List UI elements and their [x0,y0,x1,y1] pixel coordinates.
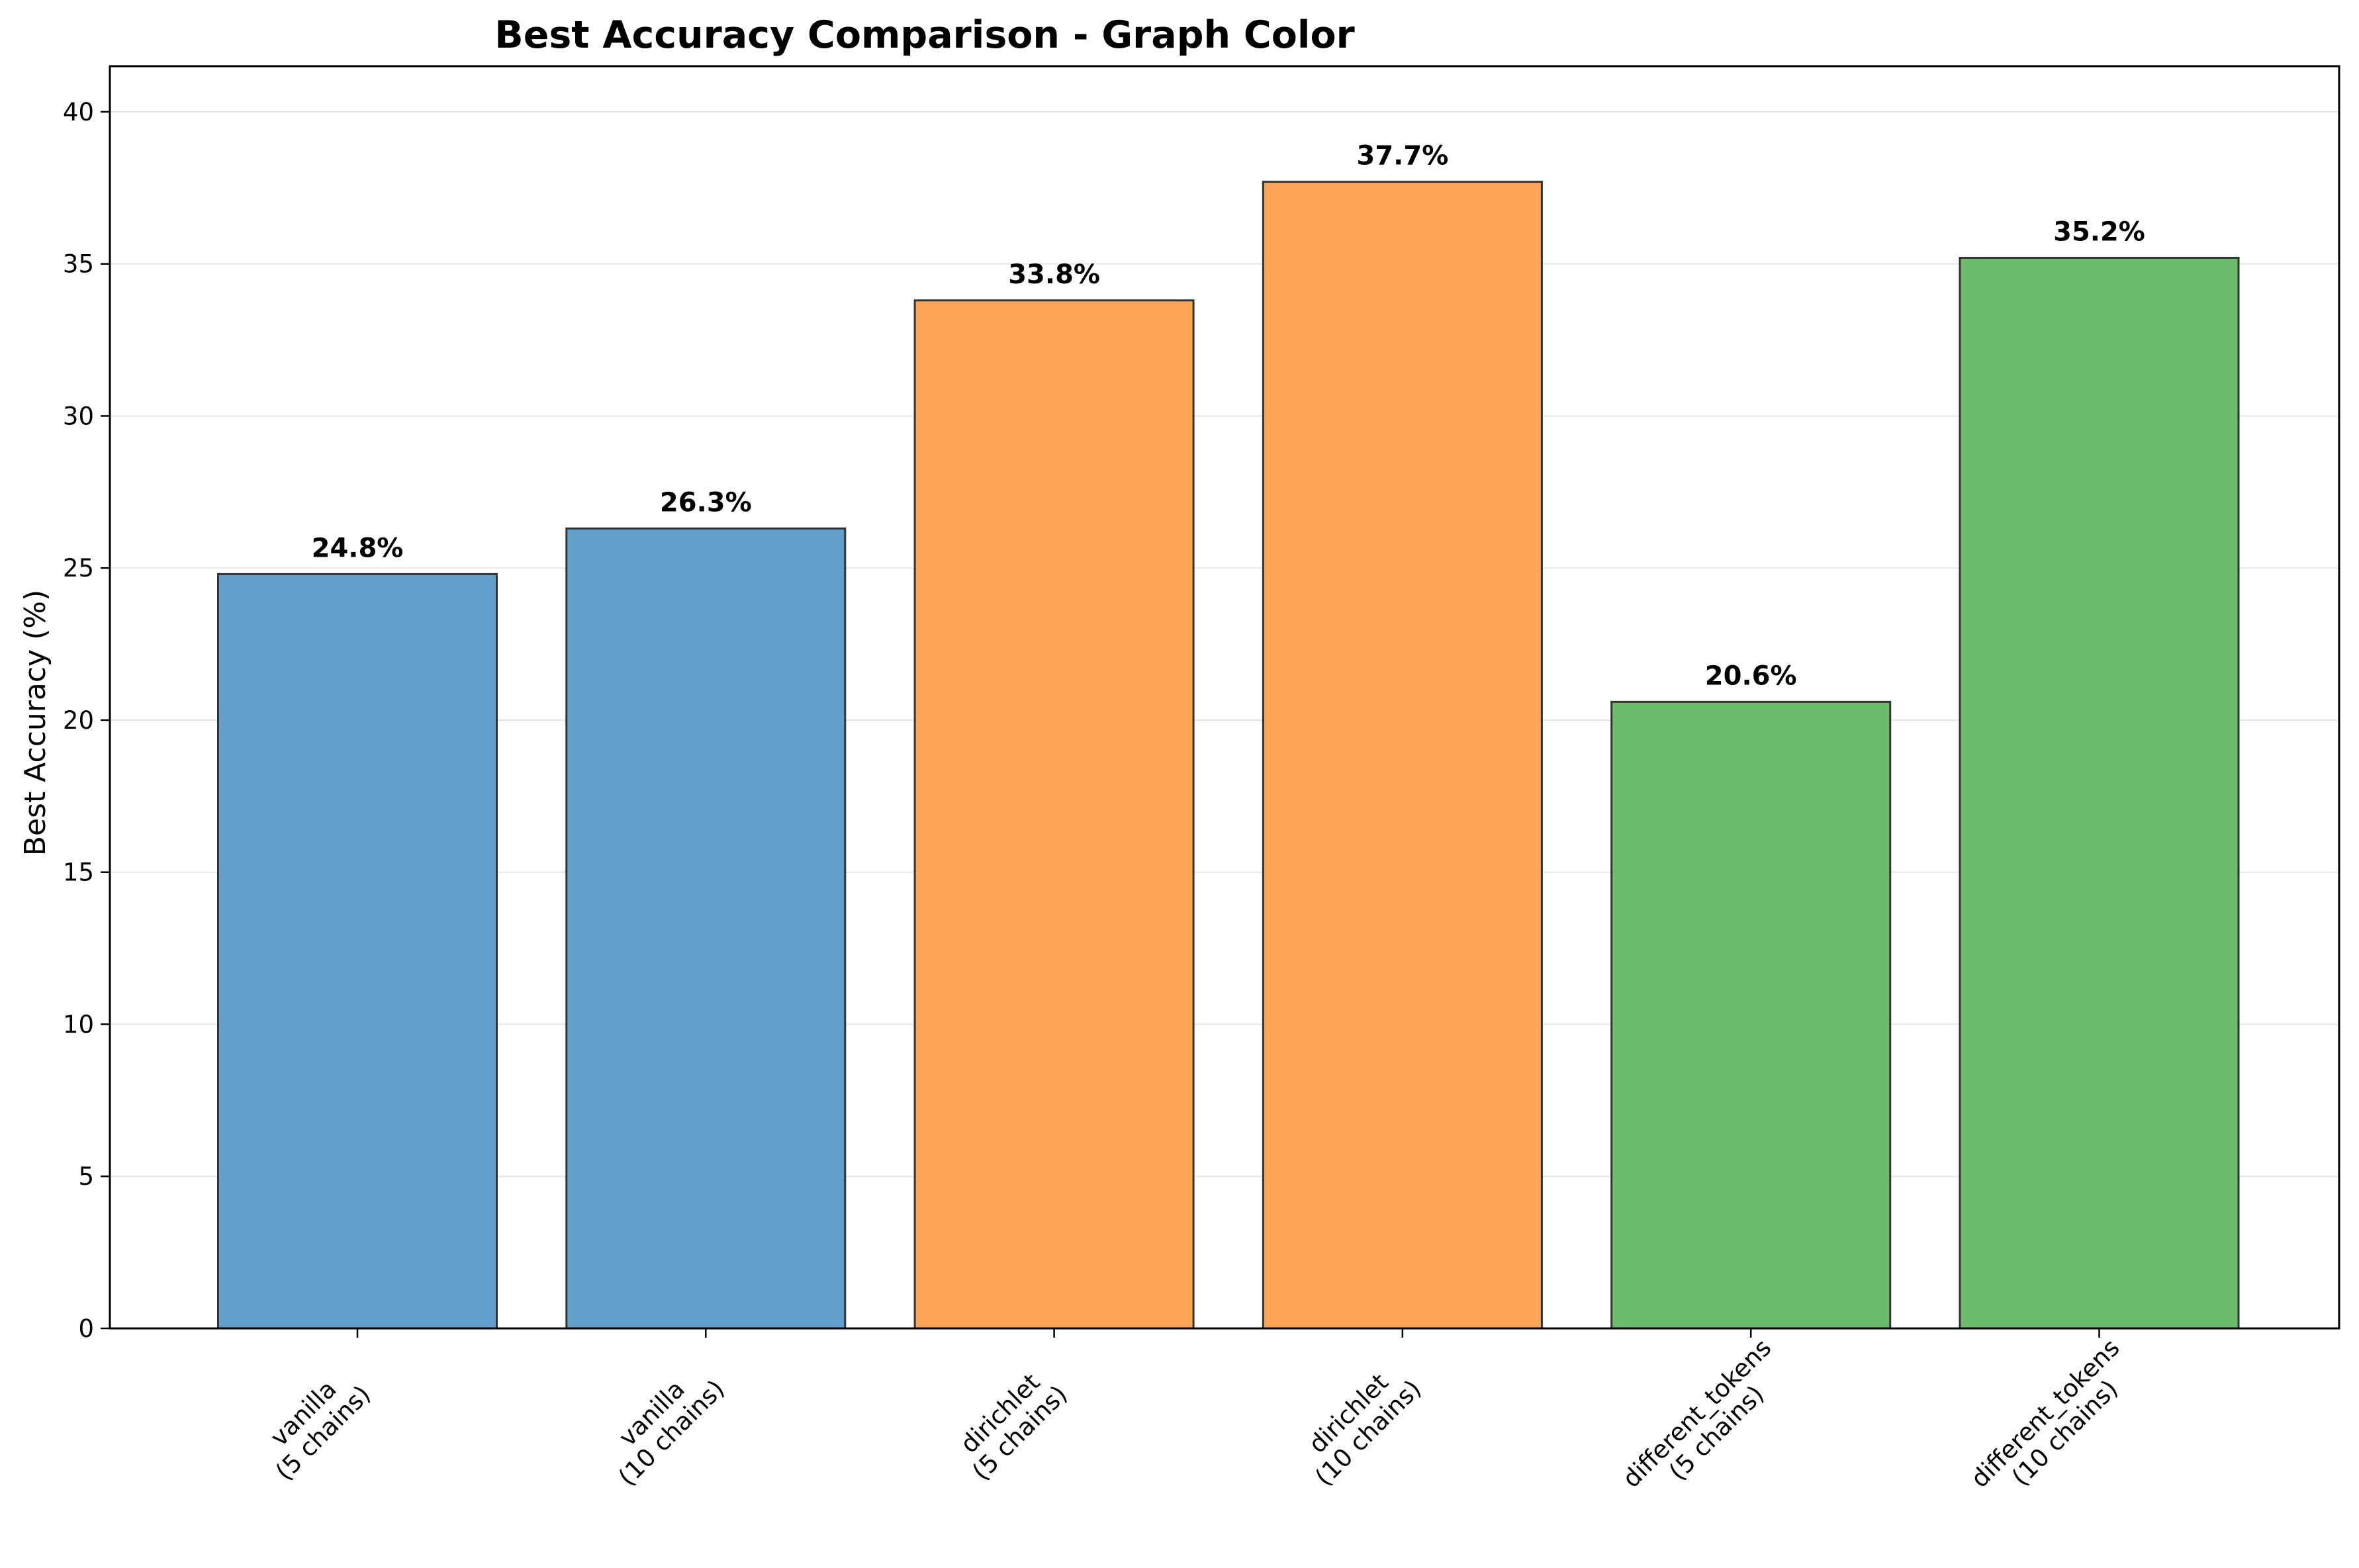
x-axis-ticks: vanilla(5 chains) vanilla(10 chains) diric… [265,1328,2125,1493]
bar-value-label: 35.2% [2053,216,2145,247]
y-tick-label: 15 [63,858,94,887]
bar-value-label: 24.8% [312,533,404,563]
bar [913,299,1195,1330]
bar [1959,256,2240,1330]
y-axis-label: Best Accuracy (%) [19,590,52,856]
bars [217,181,2240,1330]
y-tick-label: 25 [63,554,94,582]
bar-value-label: 37.7% [1357,141,1449,171]
y-tick-label: 35 [63,250,94,279]
y-tick-label: 10 [63,1010,94,1038]
x-tick-label: different_tokens(5 chains) [1617,1334,1777,1493]
bar-value-label: 20.6% [1705,661,1797,691]
y-tick-label: 40 [63,98,94,126]
x-tick-label: dirichlet(10 chains) [1303,1368,1427,1492]
bar-value-label: 26.3% [660,487,752,518]
x-tick-label: different_tokens(10 chains) [1965,1334,2125,1493]
bar [1610,700,1892,1330]
plot-frame [109,65,2340,1330]
y-axis-ticks: 0 5 10 15 20 25 30 35 40 [63,98,110,1343]
y-tick-label: 5 [78,1162,94,1191]
y-tick-label: 20 [63,706,94,735]
x-tick-label: dirichlet(5 chains) [955,1368,1073,1486]
y-tick-label: 0 [78,1314,94,1343]
bar [565,527,847,1330]
bar [1262,181,1543,1330]
bar-value-label: 33.8% [1008,259,1100,290]
bar-value-labels: 24.8% 26.3% 33.8% 37.7% 20.6% 35.2% [312,141,2145,692]
y-tick-label: 30 [63,402,94,430]
x-tick-label: vanilla(10 chains) [613,1375,730,1492]
bar [217,573,498,1330]
x-tick-label: vanilla(5 chains) [265,1375,376,1486]
chart-title: Best Accuracy Comparison - Graph Color [494,13,1354,57]
